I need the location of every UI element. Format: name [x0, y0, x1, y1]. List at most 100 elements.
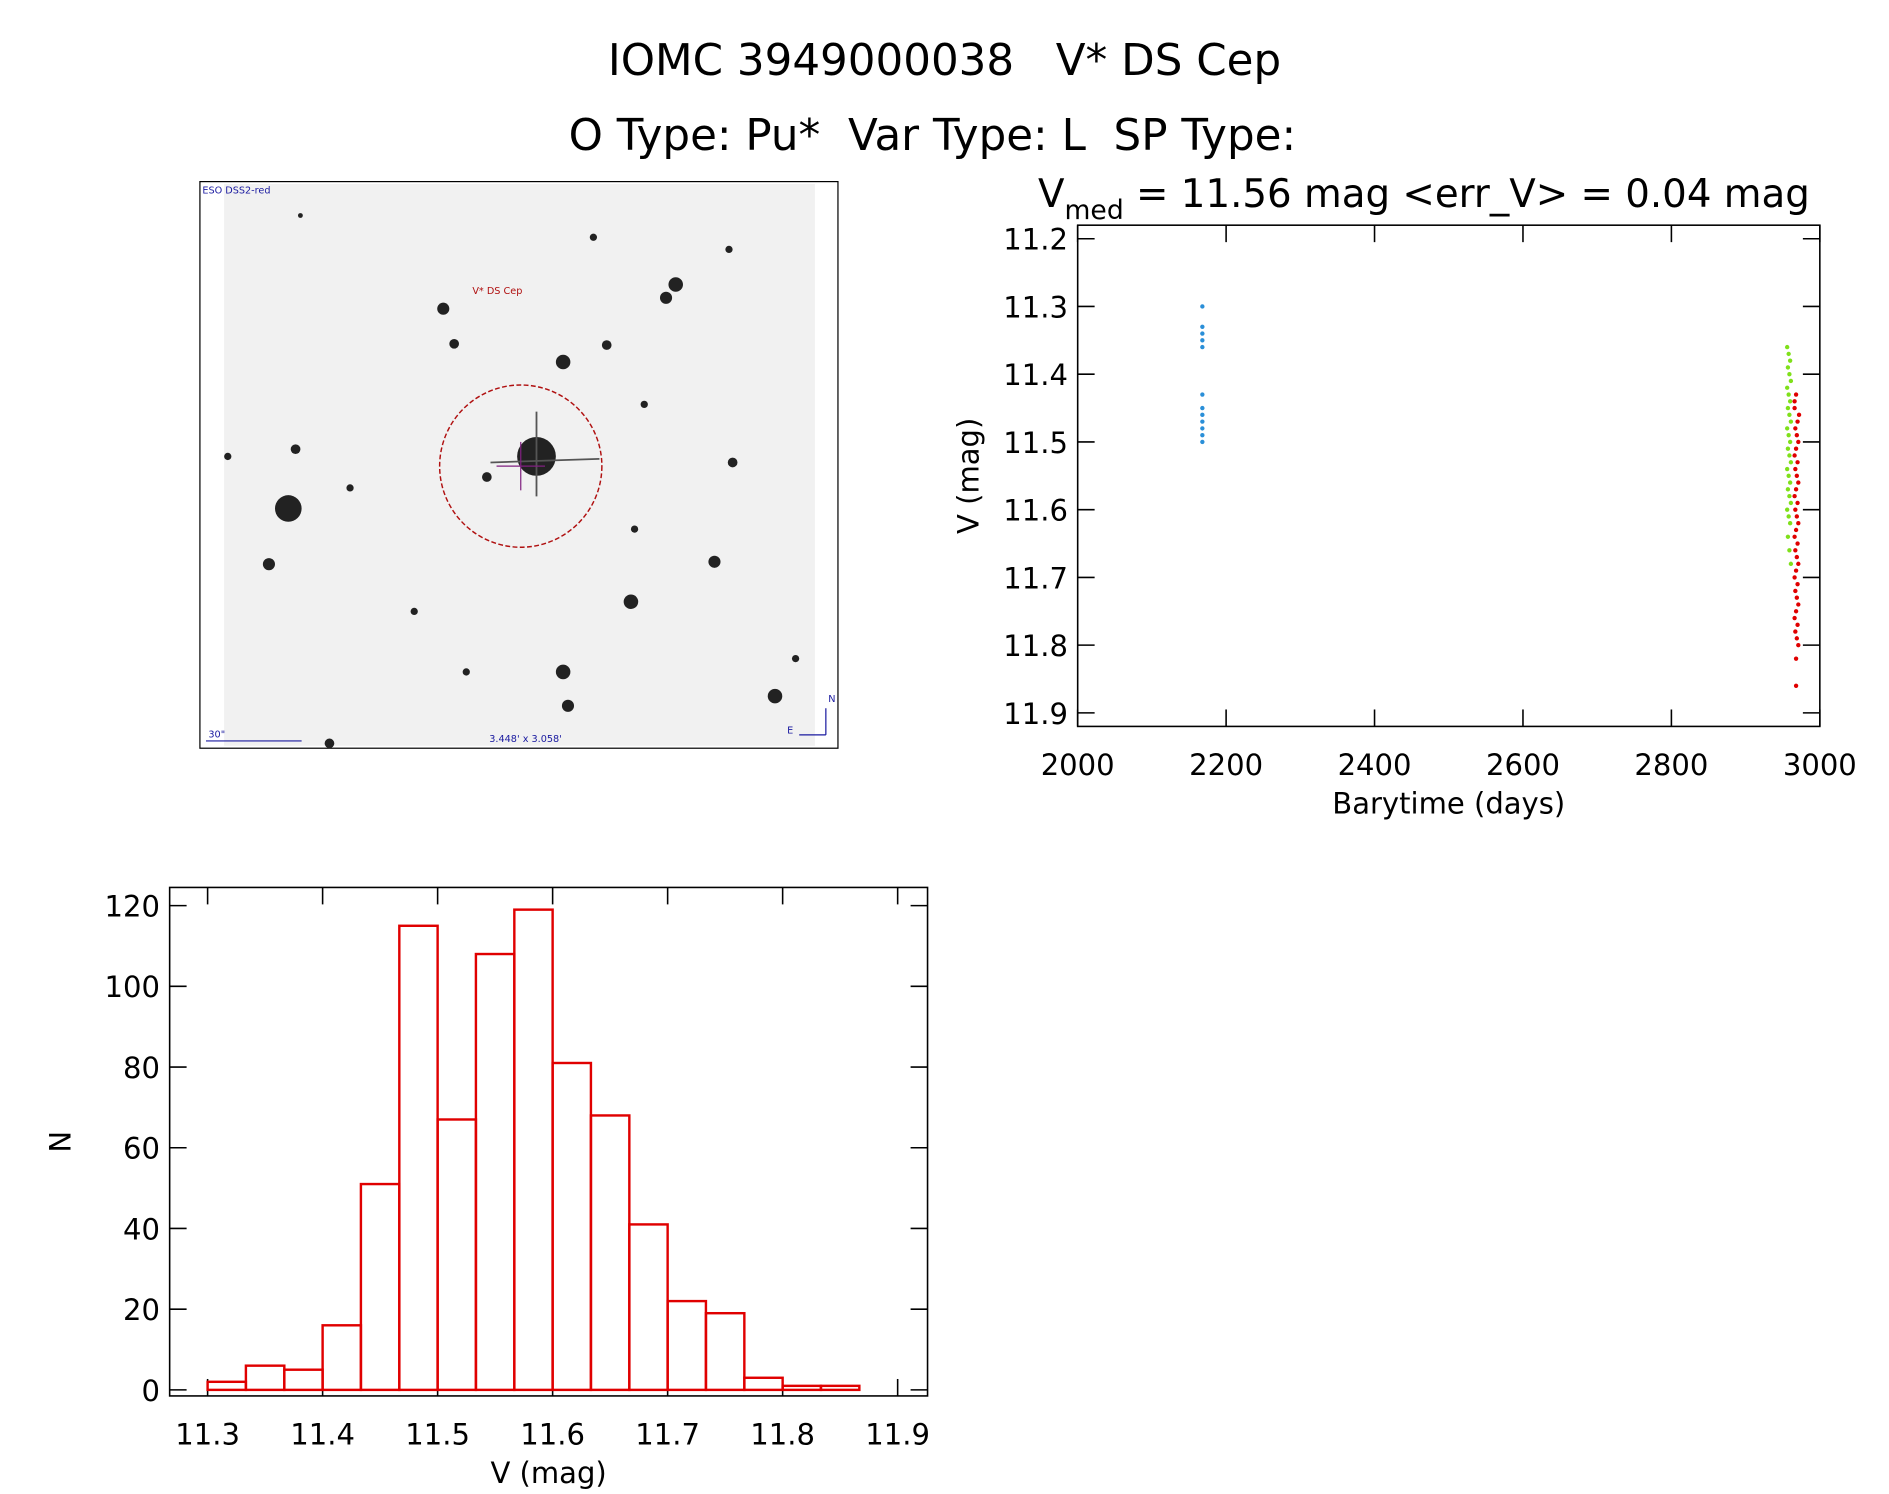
- data-point: [1200, 331, 1205, 336]
- data-point: [1787, 493, 1792, 499]
- histogram-bar: [398, 924, 439, 1392]
- data-point: [1787, 412, 1792, 418]
- histogram-bar: [436, 1118, 478, 1392]
- data-point: [1796, 412, 1802, 418]
- data-point: [1784, 385, 1790, 390]
- data-point: [1787, 399, 1793, 404]
- data-point: [1792, 453, 1797, 458]
- y-tick-label: 40: [123, 1212, 160, 1246]
- data-point: [1794, 514, 1800, 519]
- data-point: [1794, 432, 1800, 438]
- image-scale: 30": [208, 729, 225, 740]
- data-point: [1793, 487, 1799, 492]
- y-tick-label: 11.9: [1003, 697, 1068, 731]
- data-point: [1786, 351, 1791, 357]
- y-tick-label: 11.3: [1003, 290, 1068, 324]
- x-axis-label: V (mag): [490, 1456, 606, 1490]
- data-point: [1796, 642, 1801, 648]
- histogram-bar: [551, 1061, 593, 1392]
- histogram-bar: [666, 1299, 708, 1392]
- data-point: [1784, 344, 1790, 350]
- data-point: [1786, 392, 1791, 397]
- data-point: [1788, 378, 1794, 384]
- y-axis-label: N: [43, 1131, 77, 1153]
- data-point: [1793, 507, 1798, 512]
- x-tick-label: 11.3: [175, 1417, 240, 1451]
- y-tick-label: 11.2: [1003, 223, 1068, 257]
- histogram-bar: [704, 1311, 746, 1392]
- x-tick-label: 11.4: [290, 1417, 355, 1451]
- data-point: [1796, 521, 1801, 526]
- data-point: [1784, 426, 1790, 431]
- data-point: [1786, 432, 1791, 438]
- x-tick-label: 11.6: [520, 1417, 585, 1451]
- aperture-circle: [438, 384, 603, 548]
- image-target: V* DS Cep: [472, 286, 522, 297]
- data-point: [1785, 534, 1791, 539]
- histogram-bar: [743, 1376, 784, 1392]
- image-east: E: [787, 726, 793, 737]
- histogram-bar: [628, 1223, 669, 1392]
- data-point: [1788, 419, 1794, 424]
- data-point: [1793, 609, 1799, 614]
- title-part: V: [1038, 172, 1065, 217]
- histogram-bar: [781, 1384, 823, 1392]
- data-point: [1793, 466, 1798, 472]
- y-tick-label: 100: [105, 970, 160, 1004]
- y-tick-label: 80: [123, 1051, 160, 1085]
- data-point: [1793, 683, 1799, 688]
- data-point: [1200, 405, 1205, 411]
- x-tick-label: 11.9: [865, 1417, 930, 1451]
- data-point: [1793, 392, 1799, 397]
- y-tick-label: 11.4: [1003, 358, 1068, 392]
- data-point: [1788, 460, 1794, 465]
- data-point: [1787, 358, 1793, 363]
- x-tick-label: 2200: [1189, 748, 1263, 782]
- x-tick-label: 11.7: [635, 1417, 700, 1451]
- data-point: [1793, 548, 1798, 553]
- histogram-bar: [359, 1182, 401, 1392]
- image-size: 3.448' x 3.058': [489, 734, 562, 745]
- data-point: [1794, 595, 1800, 600]
- data-point: [1793, 527, 1799, 533]
- y-tick-label: 120: [105, 889, 160, 923]
- data-point: [1796, 480, 1801, 485]
- histogram-bar: [206, 1380, 248, 1392]
- y-axis-label: V (mag): [951, 418, 985, 534]
- title-part: = 11.56 mag <err_V> = 0.04 mag: [1124, 172, 1810, 217]
- data-point: [1200, 338, 1205, 343]
- data-point: [1200, 439, 1205, 445]
- data-point: [1792, 575, 1797, 580]
- data-point: [1796, 561, 1801, 567]
- data-point: [1793, 446, 1799, 451]
- histogram-bar: [513, 908, 554, 1392]
- data-point: [1784, 466, 1790, 472]
- data-point: [1795, 622, 1800, 627]
- data-point: [1786, 514, 1791, 519]
- data-point: [1785, 365, 1791, 370]
- data-point: [1795, 500, 1800, 506]
- data-point: [1785, 405, 1791, 411]
- x-tick-label: 2000: [1041, 748, 1115, 782]
- data-point: [1787, 548, 1792, 553]
- histogram-bar: [321, 1324, 363, 1392]
- data-point: [1792, 399, 1797, 404]
- data-point: [1794, 473, 1800, 478]
- data-point: [1787, 439, 1793, 445]
- data-point: [1200, 412, 1205, 418]
- image-north: N: [828, 694, 835, 705]
- data-point: [1200, 392, 1205, 397]
- data-point: [1794, 554, 1800, 560]
- data-point: [1200, 324, 1205, 329]
- histogram-bar: [589, 1114, 631, 1392]
- data-point: [1793, 629, 1798, 634]
- data-point: [1792, 493, 1797, 499]
- data-point: [1793, 426, 1798, 431]
- y-tick-label: 60: [123, 1132, 160, 1166]
- data-point: [1793, 656, 1799, 661]
- y-tick-label: 11.6: [1003, 494, 1068, 528]
- data-point: [1795, 581, 1800, 587]
- histogram-bar: [283, 1368, 324, 1392]
